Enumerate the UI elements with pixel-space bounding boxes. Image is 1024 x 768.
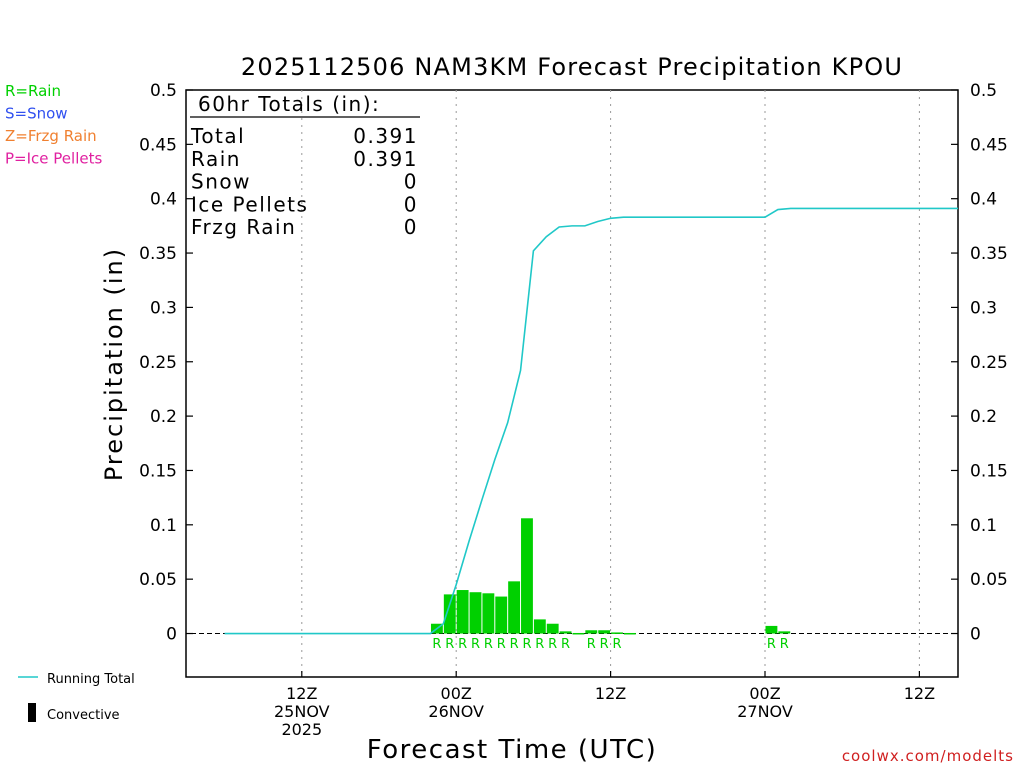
ptype-legend-item: S=Snow — [5, 105, 68, 123]
plot-frame — [185, 89, 959, 678]
y-axis-right: 0 0.05 0.1 0.15 0.2 0.25 0.3 0.35 0.4 0.45 0.5 — [951, 81, 1008, 645]
ptype-marker: R — [613, 637, 622, 652]
y-tick-label-left: 0.05 — [139, 570, 177, 590]
ptype-marker: R — [497, 637, 506, 652]
rain-bar — [585, 630, 598, 634]
totals-row-value: 0.391 — [353, 147, 418, 171]
rain-bar — [533, 619, 546, 634]
y-tick-label-left: 0.3 — [150, 298, 177, 318]
x-tick-label: 26NOV — [428, 702, 484, 721]
y-tick-label-left: 0.45 — [139, 135, 177, 155]
rain-bar — [469, 592, 482, 634]
ptype-marker: R — [587, 637, 596, 652]
ptype-marker: R — [458, 637, 467, 652]
ptype-marker: R — [484, 637, 493, 652]
credit-text: coolwx.com/modelts — [842, 747, 1014, 765]
rain-bar — [598, 630, 611, 634]
rain-bar — [482, 593, 495, 634]
totals-box: 60hr Totals (in): Total 0.391 Rain 0.391 Snow… — [190, 92, 420, 239]
ptype-marker: R — [522, 637, 531, 652]
bottom-legend: Running Total Convective — [18, 672, 135, 723]
ptype-legend-item: Z=Frzg Rain — [5, 127, 97, 145]
x-tick-label: 12Z — [286, 684, 317, 703]
x-tick-label: 27NOV — [737, 702, 793, 721]
y-tick-label-left: 0.15 — [139, 461, 177, 481]
y-tick-label-right: 0.15 — [970, 461, 1008, 481]
y-tick-label-right: 0.5 — [970, 81, 997, 101]
ptype-marker: R — [510, 637, 519, 652]
rain-bar — [623, 632, 636, 635]
y-tick-label-left: 0 — [166, 625, 177, 645]
y-tick-label-right: 0.05 — [970, 570, 1008, 590]
ptype-marker: R — [561, 637, 570, 652]
totals-row-label: Snow — [191, 170, 251, 194]
y-tick-label-right: 0.35 — [970, 244, 1008, 264]
y-tick-label-left: 0.2 — [150, 407, 177, 427]
y-axis-left: 0 0.05 0.1 0.15 0.2 0.25 0.3 0.35 0.4 0.45 0.5 — [139, 81, 193, 645]
y-tick-label-right: 0 — [970, 625, 981, 645]
y-tick-label-right: 0.2 — [970, 407, 997, 427]
rain-bar — [572, 632, 585, 635]
x-axis-label: Forecast Time (UTC) — [367, 735, 658, 765]
ptype-marker: R — [600, 637, 609, 652]
rain-bar — [456, 590, 469, 634]
totals-header: 60hr Totals (in): — [198, 92, 380, 116]
y-tick-label-left: 0.5 — [150, 81, 177, 101]
y-tick-label-left: 0.1 — [150, 516, 177, 536]
rain-bar — [521, 518, 533, 634]
rain-bars — [430, 518, 791, 635]
rain-bar — [778, 631, 791, 634]
totals-row-value: 0 — [404, 170, 418, 194]
ptype-marker: R — [767, 637, 776, 652]
rain-bar — [765, 625, 778, 634]
rain-bar — [443, 594, 456, 634]
rain-bar — [559, 631, 572, 634]
bottom-legend-label: Running Total — [47, 672, 135, 687]
ptype-legend: R=Rain S=Snow Z=Frzg Rain P=Ice Pellets — [5, 82, 102, 168]
y-tick-label-right: 0.4 — [970, 190, 997, 210]
x-tick-label: 00Z — [749, 684, 780, 703]
totals-row-value: 0 — [404, 192, 418, 216]
ptype-marker: R — [535, 637, 544, 652]
x-tick-label: 12Z — [595, 684, 626, 703]
running-total-line — [224, 207, 958, 635]
rain-bar — [546, 623, 559, 634]
totals-row-label: Total — [190, 124, 245, 148]
grid-lines — [191, 90, 958, 677]
ptype-marker: R — [471, 637, 480, 652]
x-tick-label: 00Z — [441, 684, 472, 703]
ptype-legend-item: R=Rain — [5, 82, 61, 100]
x-tick-label: 12Z — [904, 684, 935, 703]
y-tick-label-right: 0.1 — [970, 516, 997, 536]
ptype-marker: R — [432, 637, 441, 652]
rain-bar — [508, 581, 521, 634]
totals-row-label: Rain — [191, 147, 241, 171]
x-tick-label: 2025 — [281, 720, 322, 739]
x-tick-label: 25NOV — [274, 702, 330, 721]
convective-legend-swatch — [28, 703, 36, 722]
chart-title: 2025112506 NAM3KM Forecast Precipitation… — [241, 53, 903, 81]
ptype-marker: R — [548, 637, 557, 652]
bottom-legend-label: Convective — [47, 708, 120, 723]
totals-row-label: Frzg Rain — [191, 215, 296, 239]
rain-bar — [611, 632, 623, 634]
running-total-line — [224, 207, 958, 635]
y-tick-label-left: 0.25 — [139, 353, 177, 373]
rain-bar — [495, 596, 508, 634]
ptype-legend-item: P=Ice Pellets — [5, 150, 102, 168]
y-tick-label-left: 0.35 — [139, 244, 177, 264]
y-tick-label-left: 0.4 — [150, 190, 177, 210]
ptype-marker: R — [780, 637, 789, 652]
ptype-marker: R — [445, 637, 454, 652]
y-axis-label: Precipitation (in) — [100, 247, 128, 481]
y-tick-label-right: 0.45 — [970, 135, 1008, 155]
y-tick-label-right: 0.3 — [970, 298, 997, 318]
totals-row-value: 0.391 — [353, 124, 418, 148]
totals-row-label: Ice Pellets — [191, 192, 308, 216]
y-tick-label-right: 0.25 — [970, 353, 1008, 373]
totals-row-value: 0 — [404, 215, 418, 239]
